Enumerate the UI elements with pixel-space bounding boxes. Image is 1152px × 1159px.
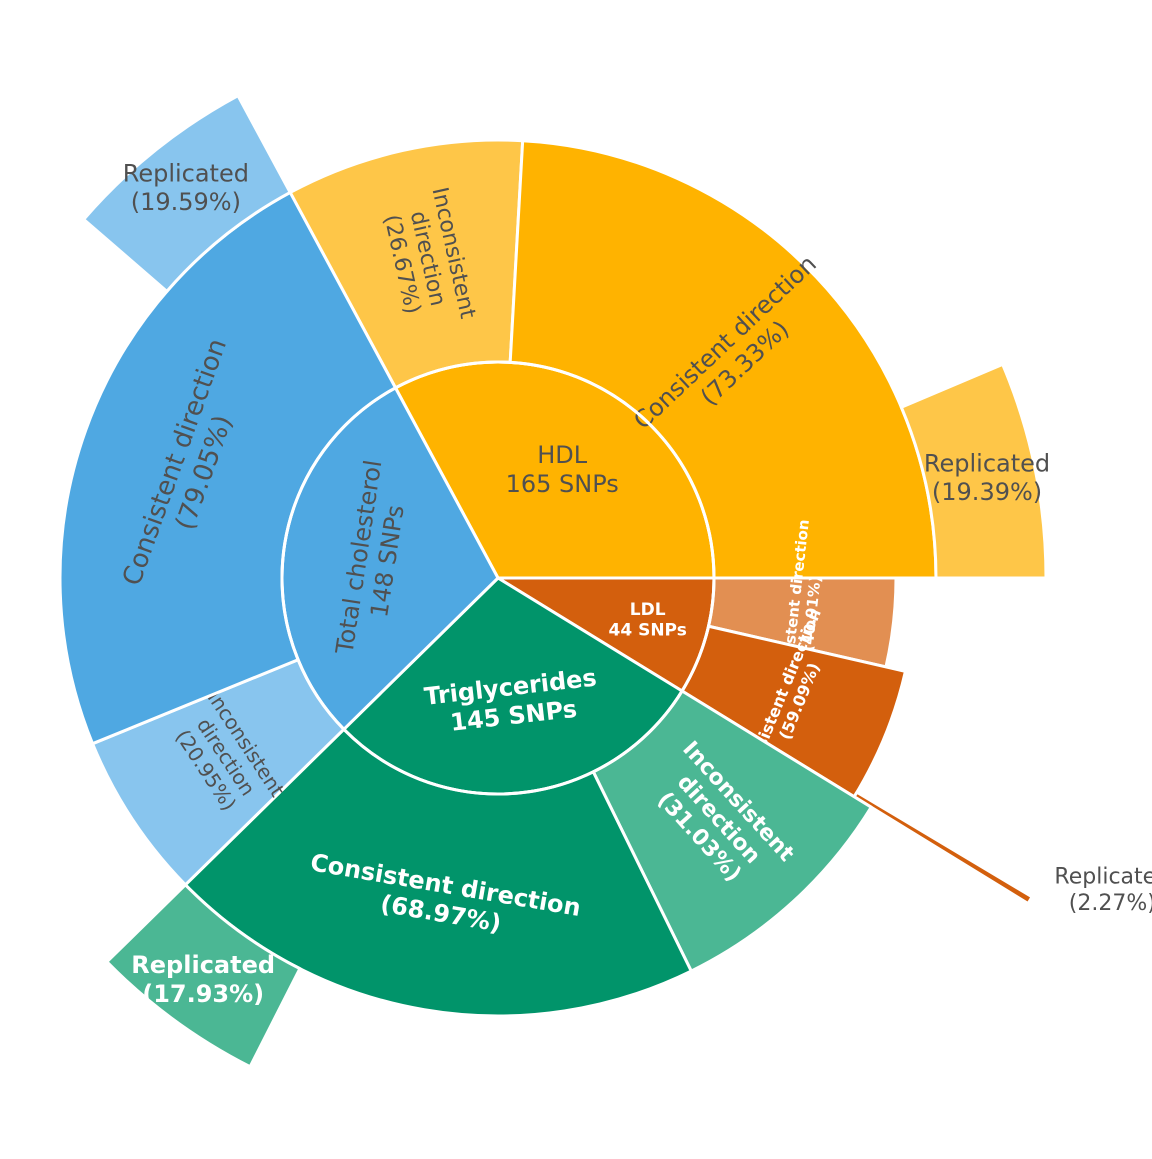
hdl-consistent-replicated-label: Replicated(19.39%) (924, 449, 1050, 506)
hdl-consistent-replicated-label-line-1: Replicated (924, 449, 1050, 477)
tc-consistent-replicated-label-line-2: (19.59%) (131, 188, 241, 216)
hdl-consistent-replicated-label-line-2: (19.39%) (932, 478, 1042, 506)
ldl-consistent-replicated-label-line-2: (2.27%) (1069, 891, 1152, 916)
tg-consistent-replicated-label: Replicated(17.93%) (131, 951, 275, 1008)
tc-consistent-replicated-segment (82, 94, 292, 293)
inner-ring-outline (280, 360, 716, 796)
tc-consistent-replicated-label: Replicated(19.59%) (123, 159, 249, 216)
ldl-inner-label-line-1: LDL (630, 600, 666, 620)
tg-consistent-replicated-segment (105, 883, 302, 1069)
hdl-inner-label-line-1: HDL (537, 441, 588, 469)
tg-consistent-replicated-label-line-1: Replicated (131, 951, 275, 979)
hdl-inner-label-line-2: 165 SNPs (506, 470, 619, 498)
hdl-consistent-replicated-segment (899, 362, 1048, 580)
ldl-inner-label-line-2: 44 SNPs (608, 620, 686, 640)
ldl-consistent-replicated-label-line-1: Replicated (1054, 865, 1152, 890)
tc-consistent-replicated-label-line-1: Replicated (123, 159, 249, 187)
tg-consistent-replicated-label-line-2: (17.93%) (142, 980, 264, 1008)
ldl-consistent-replicated-segment (852, 790, 1034, 905)
ldl-consistent-replicated-label: Replicated(2.27%) (1054, 865, 1152, 916)
